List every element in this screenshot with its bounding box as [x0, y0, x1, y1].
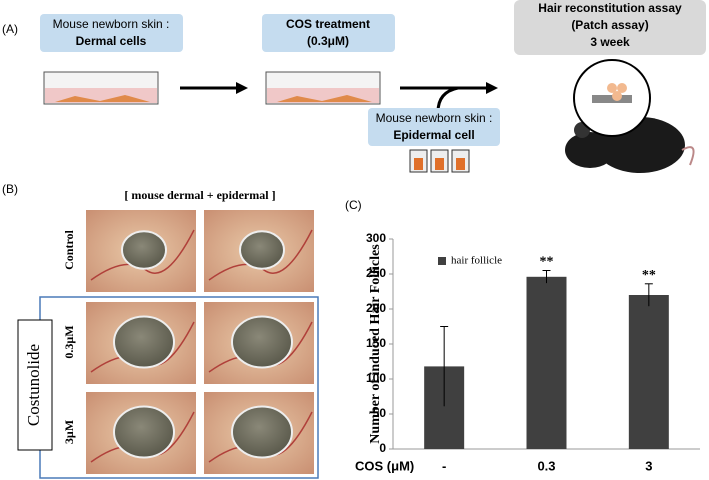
group-box — [17, 319, 53, 451]
dish — [43, 71, 159, 105]
box — [368, 108, 500, 146]
box — [40, 14, 183, 52]
x-tick-label: 0.3 — [537, 458, 555, 473]
arrow-head — [236, 82, 248, 94]
graft — [113, 315, 175, 369]
graft — [239, 230, 285, 270]
row-label: 0.3μM — [62, 325, 76, 358]
y-tick-label: 50 — [373, 406, 387, 420]
bar — [628, 295, 669, 449]
y-axis-title: Number of induced Hair Follicles — [368, 244, 383, 444]
panel-label: (C) — [345, 198, 362, 212]
row-label: Control — [62, 229, 76, 269]
legend-swatch — [438, 257, 446, 265]
box-text: COS treatment — [286, 17, 370, 31]
row-label: 3μM — [62, 420, 76, 444]
bar — [526, 276, 567, 449]
photo-grid — [86, 210, 314, 474]
x-tick-label: 3 — [645, 458, 652, 473]
box-text: 3 week — [590, 35, 630, 49]
photo-title: [ mouse dermal + epidermal ] — [124, 188, 275, 202]
graft — [121, 230, 167, 270]
panel-label: (A) — [2, 22, 18, 36]
legend-label: hair follicle — [451, 255, 502, 267]
y-tick-label: 150 — [366, 336, 386, 350]
box-text: Mouse newborn skin : — [53, 17, 170, 31]
y-tick-label: 100 — [366, 371, 386, 385]
dish — [265, 71, 381, 105]
vessel — [208, 229, 313, 281]
significance: ** — [540, 255, 554, 270]
mouse — [565, 59, 695, 173]
box-text: (0.3μM) — [307, 34, 349, 48]
y-tick-label: 0 — [379, 441, 386, 455]
y-tick-label: 250 — [366, 266, 386, 280]
graft — [231, 405, 293, 459]
bar-chart: 0 50 100 150 200 250 300 - 0.3 3 ** ** hair follicle — [366, 231, 700, 473]
box-text: Epidermal cell — [393, 128, 474, 142]
box — [262, 14, 395, 52]
arrow-head — [486, 82, 498, 94]
x-tick-label: - — [442, 458, 446, 473]
y-tick-label: 200 — [366, 301, 386, 315]
box-text: Mouse newborn skin : — [376, 111, 493, 125]
box-text: Dermal cells — [76, 34, 147, 48]
vessel — [90, 229, 195, 281]
box-text: Hair reconstitution assay — [538, 1, 682, 15]
y-tick-label: 300 — [366, 231, 386, 245]
panel-label: (B) — [2, 182, 18, 196]
group-label: Costunolide — [24, 344, 43, 426]
significance: ** — [642, 268, 656, 283]
graft — [113, 405, 175, 459]
x-axis-title: COS (μM) — [355, 458, 414, 473]
box — [514, 0, 706, 55]
box-text: (Patch assay) — [571, 18, 648, 32]
graft — [231, 315, 293, 369]
tubes — [409, 149, 470, 173]
